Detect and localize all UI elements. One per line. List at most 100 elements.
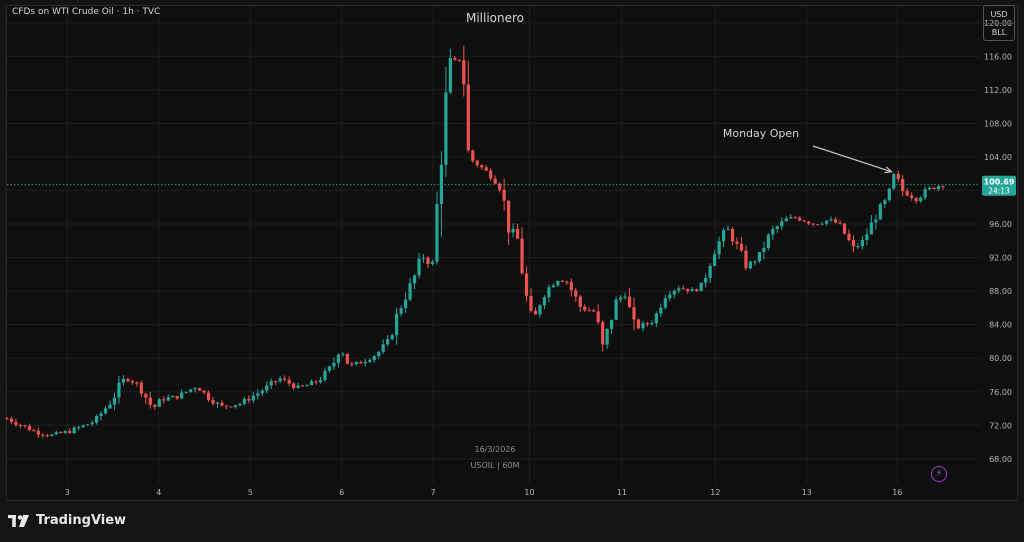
candle-body <box>704 277 708 283</box>
candle-body <box>493 178 497 184</box>
candle-body <box>403 299 408 309</box>
currency-unit-toggle[interactable]: USD BLL <box>983 5 1015 41</box>
candle-body <box>798 217 802 221</box>
candle-body <box>77 427 81 429</box>
candle-body <box>341 353 345 355</box>
candle-countdown: 24:13 <box>988 187 1010 196</box>
price-tick-label: 116.00 <box>984 52 1012 61</box>
candle-body <box>668 294 672 299</box>
candle-body <box>623 296 627 298</box>
candle-body <box>789 217 793 219</box>
candle-body <box>184 391 188 393</box>
candle-body <box>435 204 439 262</box>
candle-body <box>59 432 63 434</box>
price-tick-label: 68.00 <box>989 455 1012 464</box>
candle-body <box>211 400 215 404</box>
candle-body <box>520 238 524 274</box>
candle-body <box>323 370 327 381</box>
candle-body <box>229 406 233 408</box>
candle-body <box>332 362 336 367</box>
candle-body <box>14 421 18 425</box>
candle-body <box>180 392 184 399</box>
candle-body <box>905 191 909 196</box>
candle-body <box>695 289 699 292</box>
price-tick-label: 72.00 <box>989 421 1012 430</box>
time-tick-label: 12 <box>710 488 720 497</box>
time-tick-label: 13 <box>802 488 812 497</box>
candle-body <box>681 288 685 290</box>
candle-body <box>220 402 224 406</box>
candle-body <box>72 427 76 434</box>
candle-body <box>157 399 161 407</box>
candle-body <box>189 389 193 392</box>
candle-body <box>251 395 255 401</box>
candle-body <box>735 241 739 244</box>
tradingview-logo[interactable]: TradingView <box>8 513 126 528</box>
candle-body <box>847 233 851 241</box>
candle-body <box>663 298 667 308</box>
time-tick-label: 16 <box>892 488 902 497</box>
candle-body <box>816 224 820 226</box>
candle-body <box>345 353 349 364</box>
currency-label[interactable]: USD <box>990 10 1008 19</box>
candle-body <box>569 282 573 291</box>
candle-body <box>771 228 775 235</box>
candle-body <box>596 311 600 323</box>
candle-body <box>430 261 435 264</box>
candle-body <box>784 218 788 222</box>
candle-body <box>350 363 354 365</box>
candle-body <box>699 282 703 292</box>
candle-body <box>632 306 636 320</box>
candle-body <box>63 431 67 434</box>
annotation-arrow-head <box>884 166 893 174</box>
candle-body <box>672 290 676 295</box>
candle-body <box>126 378 130 382</box>
candle-body <box>377 351 381 357</box>
candle-body <box>162 399 166 401</box>
candle-body <box>260 390 264 394</box>
last-price-badge[interactable] <box>982 175 1016 196</box>
candle-body <box>81 425 85 428</box>
candle-body <box>238 403 242 406</box>
candle-body <box>153 404 157 407</box>
candle-body <box>372 356 376 361</box>
candle-body <box>717 241 721 255</box>
candle-body <box>390 335 394 340</box>
candle-body <box>9 418 14 422</box>
candle-body <box>923 189 927 198</box>
candle-body <box>529 295 533 311</box>
candle-body <box>130 381 135 383</box>
candle-body <box>865 234 869 240</box>
candle-body <box>748 261 753 269</box>
price-tick-label: 80.00 <box>989 354 1012 363</box>
candle-body <box>820 223 824 225</box>
annotation-arrow-line <box>812 145 892 173</box>
candle-body <box>533 310 538 315</box>
candle-body <box>139 382 143 394</box>
price-tick-label: 88.00 <box>989 287 1012 296</box>
candle-body <box>578 296 582 307</box>
lightning-icon[interactable]: ⚡ <box>931 466 947 482</box>
candle-body <box>565 281 569 283</box>
candle-body <box>86 424 90 426</box>
time-axis[interactable]: 3 4 5 6 7 10 11 12 13 16 <box>65 488 903 497</box>
candle-body <box>386 339 390 345</box>
candle-body <box>314 381 318 383</box>
candle-body <box>627 296 632 307</box>
candle-body <box>941 186 945 188</box>
candle-body <box>202 390 206 393</box>
candle-body <box>148 397 152 405</box>
unit-label[interactable]: BLL <box>984 23 1014 41</box>
candle-body <box>659 307 663 314</box>
price-axis[interactable]: 120.00116.00112.00108.00104.00100.0096.0… <box>984 19 1012 464</box>
candle-body <box>359 361 363 364</box>
candle-body <box>412 275 417 284</box>
candle-body <box>842 223 847 234</box>
candle-body <box>744 250 748 269</box>
time-tick-label: 3 <box>65 488 70 497</box>
grid-lines <box>7 6 980 484</box>
candle-body <box>269 381 273 386</box>
candle-body <box>515 228 520 239</box>
candle-body <box>283 378 287 380</box>
